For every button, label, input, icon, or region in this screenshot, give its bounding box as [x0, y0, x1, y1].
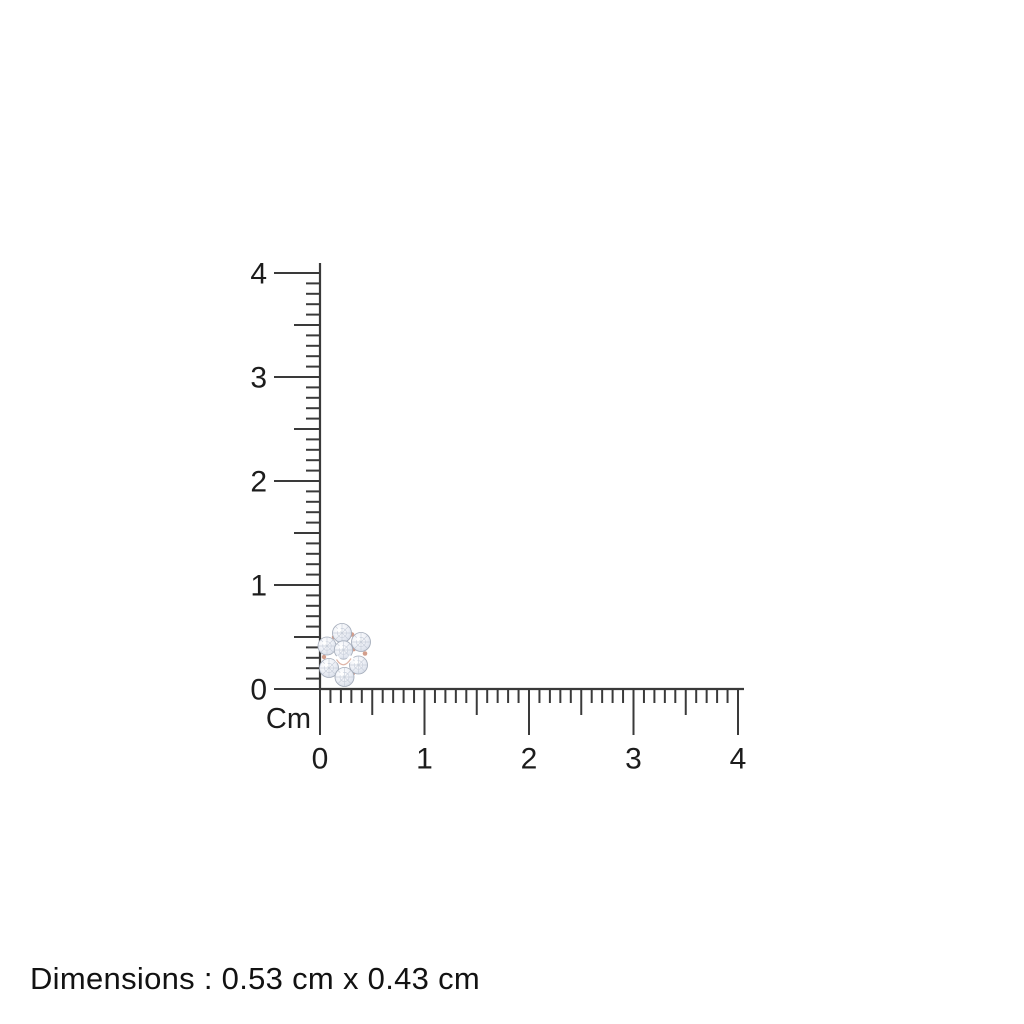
ruler-unit-label: Cm	[266, 703, 311, 735]
x-axis-tick-label: 4	[730, 743, 747, 776]
diamond-gem	[332, 623, 352, 643]
x-axis-tick-label: 2	[521, 743, 538, 776]
y-axis-tick-label: 4	[250, 258, 267, 291]
x-axis-ticks	[319, 689, 739, 735]
x-axis-tick-label: 0	[312, 743, 329, 776]
x-axis-tick-label: 1	[416, 743, 433, 776]
y-axis-tick-label: 3	[250, 362, 267, 395]
metal-crescent	[333, 654, 355, 666]
y-axis-tick-label: 0	[250, 674, 267, 707]
y-axis-tick-label: 2	[250, 466, 267, 499]
dimensions-caption: Dimensions : 0.53 cm x 0.43 cm	[30, 961, 481, 996]
diamond-gem	[351, 632, 371, 652]
y-axis-ticks	[274, 272, 320, 690]
diamond-cluster	[317, 623, 371, 687]
diamond-gem	[317, 636, 337, 656]
product-image diamond-cluster-pendant-icon	[317, 623, 371, 687]
y-axis-tick-label: 1	[250, 570, 267, 603]
x-axis-tick-label: 3	[625, 743, 642, 776]
ruler-axis-line	[318, 263, 744, 691]
